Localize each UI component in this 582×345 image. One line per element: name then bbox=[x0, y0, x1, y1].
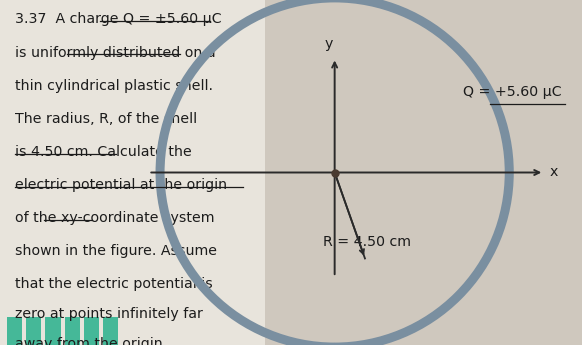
Bar bbox=[45, 317, 61, 345]
Text: shown in the figure. Assume: shown in the figure. Assume bbox=[15, 244, 217, 258]
Text: zero at points infinitely far: zero at points infinitely far bbox=[15, 307, 203, 321]
FancyBboxPatch shape bbox=[0, 0, 265, 345]
Text: 3.37  A charge Q = ±5.60 μC: 3.37 A charge Q = ±5.60 μC bbox=[15, 12, 221, 26]
Text: R = 4.50 cm: R = 4.50 cm bbox=[323, 235, 411, 249]
Text: Q = +5.60 μC: Q = +5.60 μC bbox=[463, 85, 561, 99]
Bar bbox=[65, 317, 80, 345]
Bar bbox=[103, 317, 118, 345]
Text: electric potential at the origin: electric potential at the origin bbox=[15, 178, 226, 192]
Text: The radius, R, of the shell: The radius, R, of the shell bbox=[15, 112, 197, 126]
Text: thin cylindrical plastic shell.: thin cylindrical plastic shell. bbox=[15, 79, 212, 93]
Bar bbox=[26, 317, 41, 345]
Text: x: x bbox=[550, 166, 558, 179]
Bar bbox=[84, 317, 99, 345]
Text: of the xy-coordinate system: of the xy-coordinate system bbox=[15, 211, 214, 225]
Text: is uniformly distributed on a: is uniformly distributed on a bbox=[15, 46, 215, 60]
Text: is 4.50 cm. Calculate the: is 4.50 cm. Calculate the bbox=[15, 145, 191, 159]
Text: y: y bbox=[325, 37, 333, 51]
Bar bbox=[7, 317, 22, 345]
Text: away from the origin.: away from the origin. bbox=[15, 337, 167, 345]
Text: that the electric potential is: that the electric potential is bbox=[15, 277, 212, 292]
